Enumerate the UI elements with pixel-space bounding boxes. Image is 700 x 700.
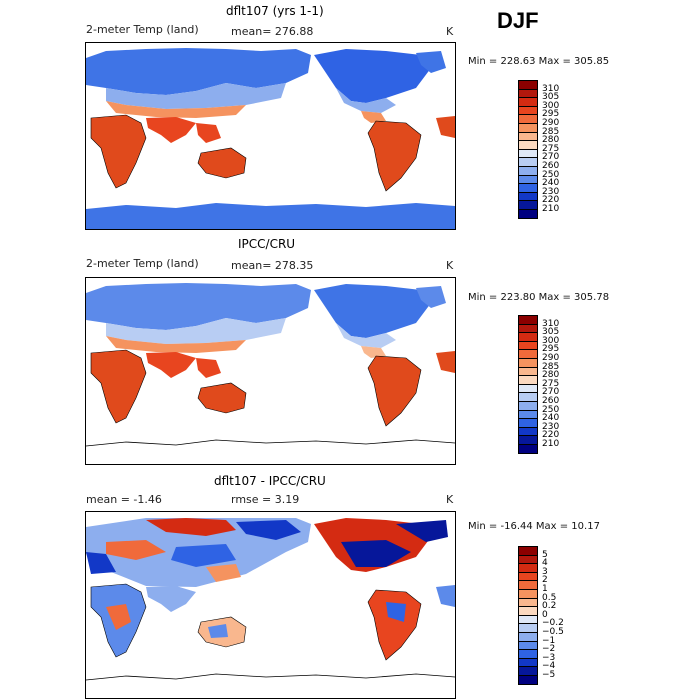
colorbar-level-label: 250 (542, 169, 560, 180)
panel3-minmax: Min = -16.44 Max = 10.17 (468, 521, 600, 532)
panel3-units: K (446, 493, 454, 506)
colorbar-level-label: 285 (542, 361, 560, 372)
colorbar-swatch (518, 444, 538, 454)
colorbar-level-label: 4 (542, 558, 548, 569)
colorbar-level-label: 290 (542, 118, 560, 128)
colorbar-level-label: −4 (542, 661, 556, 672)
panel3-map-svg (86, 512, 455, 698)
panel1-field: 2-meter Temp (land) (86, 23, 199, 36)
colorbar-level-label: 260 (542, 396, 560, 406)
colorbar-level-label: 3 (542, 566, 548, 577)
colorbar-level-label: 250 (542, 404, 560, 415)
colorbar-level-label: 230 (542, 186, 560, 197)
panel2-map (85, 277, 456, 465)
colorbar-level-label: 290 (542, 353, 560, 363)
colorbar-level-label: 285 (542, 126, 560, 137)
colorbar-level-label: 300 (542, 100, 560, 111)
colorbar-level-label: 275 (542, 378, 560, 389)
panel1-map (85, 42, 456, 230)
panel2-minmax: Min = 223.80 Max = 305.78 (468, 292, 610, 303)
colorbar-level-label: −0.5 (542, 627, 564, 637)
colorbar-level-label: 220 (542, 430, 560, 441)
colorbar-level-label: 280 (542, 370, 560, 381)
colorbar-level-label: 0.2 (542, 601, 557, 612)
panel1-mean: mean= 276.88 (231, 25, 314, 38)
colorbar-level-label: −0.2 (542, 618, 564, 629)
colorbar-level-label: −3 (542, 652, 556, 663)
colorbar-swatch (518, 675, 538, 685)
colorbar-level-label: 275 (542, 143, 560, 154)
colorbar-level-label: −2 (542, 644, 556, 655)
colorbar-level-label: 310 (542, 318, 560, 329)
colorbar-level-label: −1 (542, 635, 556, 646)
panel1-minmax: Min = 228.63 Max = 305.85 (468, 56, 610, 67)
panel2-units: K (446, 259, 454, 272)
panel2-map-svg (86, 278, 455, 464)
colorbar-level-label: 295 (542, 344, 560, 355)
colorbar-level-label: 295 (542, 109, 560, 120)
colorbar-level-label: 305 (542, 327, 560, 338)
colorbar-level-label: −5 (542, 670, 556, 680)
colorbar-level-label: 5 (542, 549, 548, 560)
panel3-map (85, 511, 456, 699)
colorbar-level-label: 310 (542, 83, 560, 94)
colorbar-level-label: 240 (542, 413, 560, 424)
colorbar-level-label: 240 (542, 178, 560, 189)
colorbar-level-label: 210 (542, 204, 560, 214)
colorbar-level-label: 2 (542, 575, 548, 586)
colorbar-level-label: 0 (542, 609, 548, 620)
panel3-mean: mean = -1.46 (86, 493, 162, 506)
panel1-units: K (446, 25, 454, 38)
panel3-title: dflt107 - IPCC/CRU (214, 474, 326, 488)
colorbar-level-label: 230 (542, 421, 560, 432)
panel2-title: IPCC/CRU (238, 237, 296, 251)
colorbar-level-label: 300 (542, 335, 560, 346)
colorbar-level-label: 305 (542, 92, 560, 103)
colorbar-level-label: 210 (542, 439, 560, 449)
colorbar-level-label: 270 (542, 387, 560, 398)
season-label: DJF (497, 8, 539, 33)
panel1-title: dflt107 (yrs 1-1) (226, 4, 324, 18)
colorbar-level-label: 280 (542, 135, 560, 146)
colorbar-level-label: 270 (542, 152, 560, 163)
colorbar-level-label: 0.5 (542, 592, 557, 603)
colorbar-level-label: 260 (542, 161, 560, 171)
panel2-field: 2-meter Temp (land) (86, 257, 199, 270)
colorbar-level-label: 220 (542, 195, 560, 206)
panel2-mean: mean= 278.35 (231, 259, 314, 272)
panel1-map-svg (86, 43, 455, 229)
panel3-rmse: rmse = 3.19 (231, 493, 300, 506)
colorbar-level-label: 1 (542, 584, 548, 594)
colorbar-swatch (518, 209, 538, 219)
